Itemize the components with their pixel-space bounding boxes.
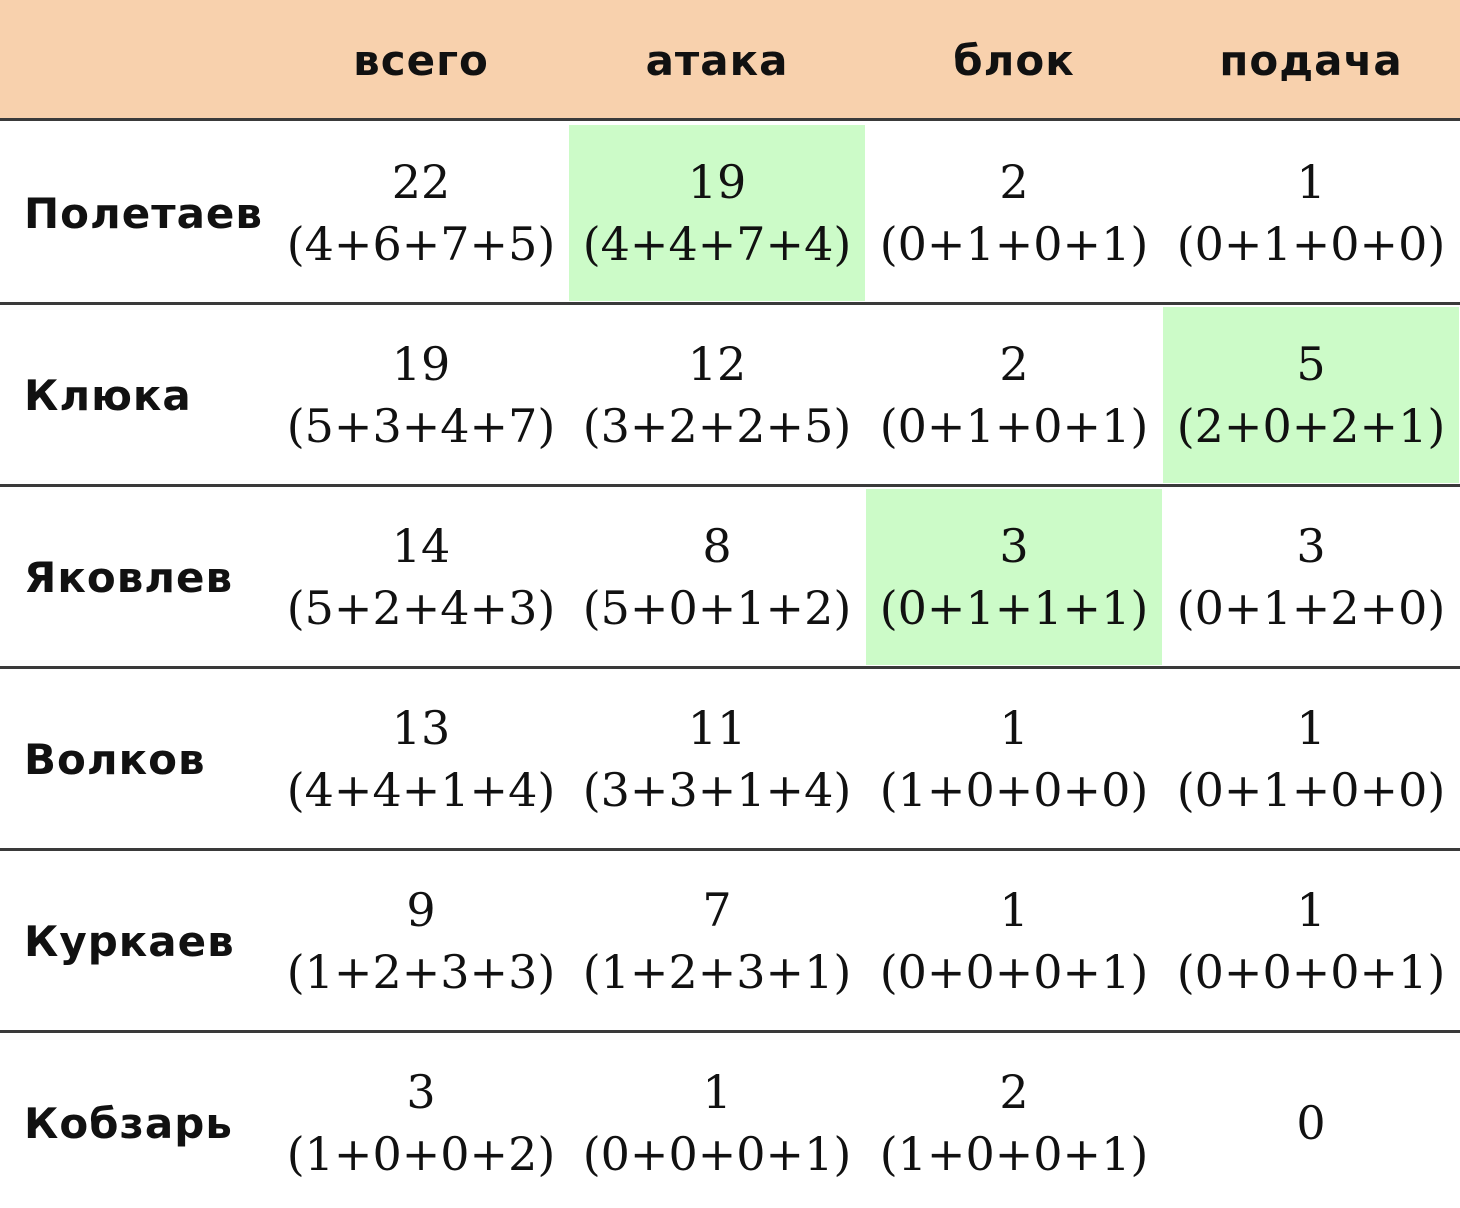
stat-breakdown: (4+4+7+4) (582, 217, 852, 271)
stat-total: 5 (1296, 337, 1326, 391)
stat-breakdown: (5+0+1+2) (582, 581, 852, 635)
stat-total: 3 (1296, 519, 1326, 573)
stat-breakdown: (0+1+0+1) (879, 399, 1149, 453)
stat-total: 11 (687, 701, 747, 755)
player-name: Куркаев (24, 916, 235, 966)
stat-breakdown: (1+2+3+3) (286, 945, 556, 999)
player-name: Кобзарь (24, 1098, 233, 1148)
stat-cell: 7 (1+2+3+1) (569, 853, 865, 1029)
stat-total: 2 (999, 155, 1029, 209)
stat-breakdown: (5+2+4+3) (286, 581, 556, 635)
stat-cell: 1 (0+0+0+1) (1163, 853, 1459, 1029)
stat-breakdown: (4+6+7+5) (286, 217, 556, 271)
stat-breakdown: (1+2+3+1) (582, 945, 852, 999)
stat-cell: 19 (4+4+7+4) (569, 125, 865, 301)
stat-cell: 3 (1+0+0+2) (273, 1035, 569, 1208)
stat-total: 1 (702, 1065, 732, 1119)
stat-cell: 1 (1+0+0+0) (866, 671, 1162, 847)
stat-cell: 13 (4+4+1+4) (273, 671, 569, 847)
stat-cell: 1 (0+0+0+1) (569, 1035, 865, 1208)
stat-total: 2 (999, 337, 1029, 391)
stat-breakdown: (3+3+1+4) (582, 763, 852, 817)
stat-cell: 2 (1+0+0+1) (866, 1035, 1162, 1208)
header-block: блок (953, 36, 1075, 85)
stat-cell: 5 (2+0+2+1) (1163, 307, 1459, 483)
player-name: Яковлев (24, 552, 234, 602)
header-serve: подача (1219, 36, 1403, 85)
stat-breakdown: (2+0+2+1) (1176, 399, 1446, 453)
stat-breakdown: (0+1+0+0) (1176, 217, 1446, 271)
table-row: Яковлев 14 (5+2+4+3) 8 (5+0+1+2) 3 (0+1+1+1) 3 (… (0, 487, 1460, 669)
stat-total: 3 (999, 519, 1029, 573)
stat-cell: 3 (0+1+1+1) (866, 489, 1162, 665)
header-total: всего (353, 36, 489, 85)
stat-cell: 1 (0+0+0+1) (866, 853, 1162, 1029)
stat-cell: 19 (5+3+4+7) (273, 307, 569, 483)
table-row: Полетаев 22 (4+6+7+5) 19 (4+4+7+4) 2 (0+1+0+1)… (0, 123, 1460, 305)
header-attack: атака (645, 36, 789, 85)
player-name: Волков (24, 734, 206, 784)
stat-breakdown: (0+0+0+1) (1176, 945, 1446, 999)
stat-breakdown: (3+2+2+5) (582, 399, 852, 453)
stat-cell: 22 (4+6+7+5) (273, 125, 569, 301)
stat-total: 8 (702, 519, 732, 573)
stat-total: 1 (1296, 883, 1326, 937)
stat-total: 1 (1296, 155, 1326, 209)
stat-total: 1 (999, 701, 1029, 755)
stat-breakdown: (4+4+1+4) (286, 763, 556, 817)
table-row: Куркаев 9 (1+2+3+3) 7 (1+2+3+1) 1 (0+0+0+1) 1 (0… (0, 851, 1460, 1033)
stat-total: 19 (391, 337, 451, 391)
stat-total: 0 (1296, 1096, 1326, 1150)
stat-cell: 1 (0+1+0+0) (1163, 671, 1459, 847)
stat-total: 12 (687, 337, 747, 391)
stat-total: 22 (391, 155, 451, 209)
table-row: Кобзарь 3 (1+0+0+2) 1 (0+0+0+1) 2 (1+0+0+1) 0 (0, 1033, 1460, 1208)
player-name: Полетаев (24, 188, 263, 238)
stat-cell: 2 (0+1+0+1) (866, 307, 1162, 483)
stat-breakdown: (0+1+0+0) (1176, 763, 1446, 817)
table-row: Волков 13 (4+4+1+4) 11 (3+3+1+4) 1 (1+0+0+0) 1 (… (0, 669, 1460, 851)
stat-total: 14 (391, 519, 451, 573)
stat-total: 1 (999, 883, 1029, 937)
stat-cell: 0 (1163, 1035, 1459, 1208)
header-row: всего атака блок подача (0, 0, 1460, 121)
stat-total: 19 (687, 155, 747, 209)
stat-cell: 3 (0+1+2+0) (1163, 489, 1459, 665)
stat-breakdown: (0+0+0+1) (582, 1127, 852, 1181)
stat-total: 1 (1296, 701, 1326, 755)
stat-breakdown: (0+0+0+1) (879, 945, 1149, 999)
stat-breakdown: (1+0+0+2) (286, 1127, 556, 1181)
stat-cell: 1 (0+1+0+0) (1163, 125, 1459, 301)
stat-breakdown: (0+1+1+1) (879, 581, 1149, 635)
stat-breakdown: (1+0+0+1) (879, 1127, 1149, 1181)
stat-total: 7 (702, 883, 732, 937)
table-row: Клюка 19 (5+3+4+7) 12 (3+2+2+5) 2 (0+1+0+1) 5 (2… (0, 305, 1460, 487)
stat-breakdown: (0+1+2+0) (1176, 581, 1446, 635)
stat-cell: 9 (1+2+3+3) (273, 853, 569, 1029)
stat-breakdown: (1+0+0+0) (879, 763, 1149, 817)
player-name: Клюка (24, 370, 192, 420)
stat-cell: 8 (5+0+1+2) (569, 489, 865, 665)
stat-total: 2 (999, 1065, 1029, 1119)
stat-total: 3 (406, 1065, 436, 1119)
stat-cell: 14 (5+2+4+3) (273, 489, 569, 665)
stat-total: 13 (391, 701, 451, 755)
stat-breakdown: (0+1+0+1) (879, 217, 1149, 271)
stat-cell: 12 (3+2+2+5) (569, 307, 865, 483)
stat-cell: 2 (0+1+0+1) (866, 125, 1162, 301)
stat-total: 9 (406, 883, 436, 937)
stat-breakdown: (5+3+4+7) (286, 399, 556, 453)
stat-cell: 11 (3+3+1+4) (569, 671, 865, 847)
